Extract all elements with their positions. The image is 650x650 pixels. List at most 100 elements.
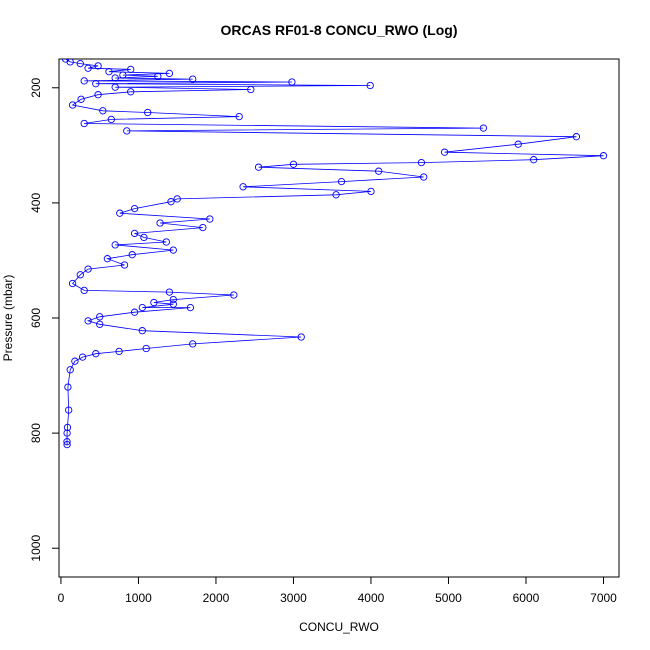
data-point — [206, 215, 214, 223]
x-axis-label: CONCU_RWO — [299, 620, 379, 634]
data-point — [375, 167, 383, 175]
series-line — [65, 59, 604, 445]
data-point — [115, 347, 123, 356]
data-point — [138, 303, 146, 312]
data-point — [66, 59, 74, 66]
data-point — [61, 59, 70, 63]
data-point — [127, 65, 135, 74]
data-point — [239, 183, 247, 191]
data-point — [288, 78, 296, 86]
data-point — [199, 223, 207, 232]
data-point — [78, 353, 87, 361]
x-tick-label: 2000 — [203, 591, 230, 605]
data-point — [120, 261, 129, 269]
y-tick-label: 1000 — [29, 535, 43, 562]
data-point — [111, 241, 119, 249]
data-point — [156, 219, 164, 227]
data-point — [514, 140, 522, 148]
data-point — [84, 64, 92, 72]
data-point — [68, 101, 77, 109]
data-point — [530, 156, 538, 164]
x-tick-label: 7000 — [590, 591, 617, 605]
data-point — [63, 438, 71, 446]
data-point — [116, 209, 124, 217]
data-point — [162, 238, 170, 246]
data-point — [479, 124, 488, 132]
data-point — [64, 383, 72, 391]
data-point — [235, 112, 243, 121]
data-point — [119, 71, 127, 79]
data-point — [63, 440, 71, 449]
data-point — [297, 333, 305, 341]
data-point — [440, 148, 449, 156]
y-tick-label: 800 — [29, 423, 43, 443]
data-point — [169, 246, 177, 254]
data-point — [599, 152, 608, 160]
data-point — [65, 406, 73, 414]
x-tick-label: 0 — [58, 591, 65, 605]
x-axis: 0 1000 2000 3000 4000 5000 6000 7000 — [58, 576, 617, 605]
x-tick-label: 4000 — [358, 591, 385, 605]
data-point — [130, 229, 139, 238]
data-point — [165, 69, 174, 78]
data-point — [80, 286, 88, 295]
data-point — [92, 80, 100, 88]
data-point — [130, 204, 139, 213]
data-point — [144, 108, 152, 117]
data-point — [173, 195, 181, 203]
chart-title: ORCAS RF01-8 CONCU_RWO (Log) — [221, 22, 458, 38]
y-axis-label: Pressure (mbar) — [1, 275, 15, 362]
data-point — [186, 303, 195, 312]
data-point — [123, 127, 131, 135]
data-point — [127, 88, 135, 96]
data-point — [111, 74, 119, 82]
data-point — [84, 317, 92, 325]
data-point — [167, 198, 175, 206]
data-point — [130, 308, 139, 316]
data-point — [80, 119, 88, 128]
x-tick-label: 6000 — [513, 591, 540, 605]
data-point — [189, 75, 197, 83]
data-point — [84, 265, 92, 273]
data-point — [71, 357, 79, 365]
data-point — [140, 233, 148, 242]
data-point — [63, 423, 72, 432]
data-point — [366, 81, 374, 90]
x-tick-label: 3000 — [280, 591, 307, 605]
data-point — [189, 340, 197, 348]
data-point — [111, 83, 119, 91]
x-tick-label: 1000 — [125, 591, 152, 605]
data-point — [165, 288, 174, 296]
data-point — [169, 295, 177, 304]
data-point — [337, 177, 346, 186]
data-point — [420, 173, 428, 181]
data-point — [254, 163, 263, 171]
data-point — [154, 72, 162, 80]
data-point — [230, 291, 238, 299]
data-point — [96, 313, 104, 321]
data-point — [572, 133, 581, 141]
data-point — [169, 300, 177, 308]
data-point — [417, 158, 426, 167]
data-point — [94, 91, 102, 99]
series-group — [61, 59, 608, 449]
data-point — [77, 95, 85, 103]
data-point — [76, 59, 84, 68]
data-point — [332, 191, 340, 199]
data-point — [96, 320, 104, 328]
data-point — [138, 327, 146, 335]
data-point — [63, 429, 71, 437]
plot-frame — [58, 58, 620, 578]
data-point — [66, 366, 74, 374]
data-point — [99, 107, 107, 115]
data-point — [103, 255, 112, 263]
data-point — [367, 187, 375, 196]
data-point — [80, 77, 88, 85]
y-tick-label: 600 — [29, 308, 43, 328]
data-point — [142, 344, 150, 353]
data-point — [247, 85, 255, 94]
data-point — [68, 279, 77, 288]
data-point — [128, 251, 136, 259]
data-point — [92, 350, 100, 358]
data-point — [150, 298, 158, 307]
